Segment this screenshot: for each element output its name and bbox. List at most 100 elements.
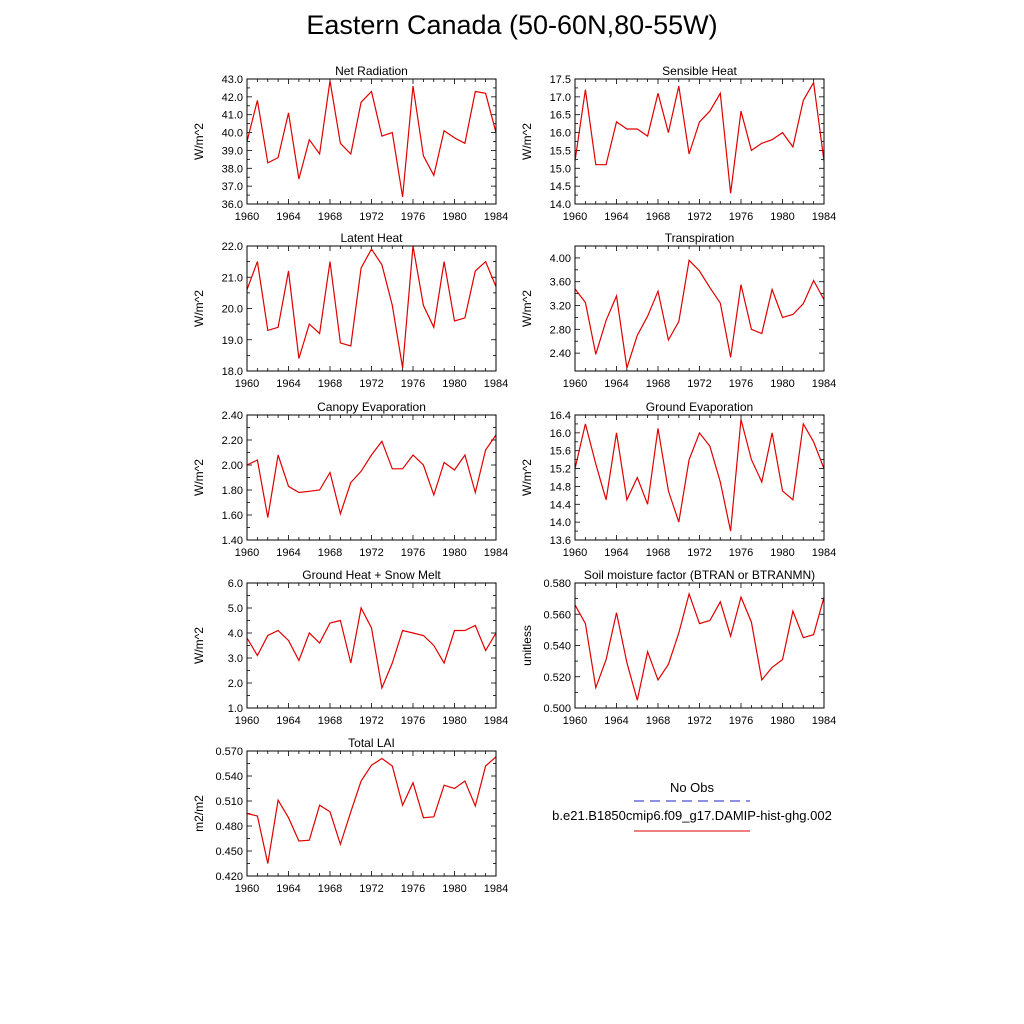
y-tick-label: 43.0 xyxy=(222,74,243,86)
x-tick-label: 1976 xyxy=(729,211,753,223)
y-axis-label: W/m^2 xyxy=(192,459,206,496)
x-tick-label: 1964 xyxy=(604,715,628,727)
y-tick-label: 17.0 xyxy=(550,92,571,104)
y-tick-label: 4.00 xyxy=(550,253,571,265)
legend-obs-label: No Obs xyxy=(670,780,715,795)
panel-net-radiation: 1960 1964 1968 1972 1976 1980 1984 36.0 37.0 38.0… xyxy=(192,64,508,223)
y-tick-label: 1.40 xyxy=(222,535,243,547)
panel-total-lai: 1960 1964 1968 1972 1976 1980 1984 0.420 0.450 0.… xyxy=(192,736,508,895)
y-axis-label: unitless xyxy=(520,625,534,666)
y-tick-label: 42.0 xyxy=(222,92,243,104)
y-tick-label: 41.0 xyxy=(222,110,243,122)
panel-transpiration: 1960 1964 1968 1972 1976 1980 1984 2.40 2.80 3.20… xyxy=(520,231,836,390)
x-tick-label: 1972 xyxy=(687,211,711,223)
y-tick-label: 0.540 xyxy=(543,641,571,653)
y-axis-label: W/m^2 xyxy=(520,123,534,160)
plot-frame xyxy=(574,78,825,205)
x-tick-label: 1964 xyxy=(276,378,300,390)
x-tick-label: 1976 xyxy=(729,547,753,559)
x-tick-label: 1968 xyxy=(318,547,342,559)
x-tick-label: 1972 xyxy=(359,547,383,559)
panel-canopy-evaporation: 1960 1964 1968 1972 1976 1980 1984 1.40 1.60 1.80… xyxy=(192,400,508,559)
y-tick-label: 14.0 xyxy=(550,199,571,211)
y-tick-label: 0.560 xyxy=(543,609,571,621)
x-tick-label: 1960 xyxy=(235,715,259,727)
y-tick-label: 0.480 xyxy=(215,821,243,833)
x-tick-label: 1984 xyxy=(484,715,508,727)
series-line-sensible-heat xyxy=(574,80,825,194)
x-tick-label: 1968 xyxy=(318,211,342,223)
panel-ground-heat-snow-melt: 1960 1964 1968 1972 1976 1980 1984 1.0 2.0 3.0 4.0… xyxy=(192,568,508,727)
x-tick-label: 1980 xyxy=(442,378,466,390)
y-tick-label: 3.60 xyxy=(550,277,571,289)
y-tick-label: 17.5 xyxy=(550,74,571,86)
x-tick-label: 1980 xyxy=(770,547,794,559)
x-tick-label: 1968 xyxy=(646,547,670,559)
panel-title: Latent Heat xyxy=(340,231,403,245)
plot-frame xyxy=(246,245,497,372)
panel-title: Net Radiation xyxy=(335,64,408,78)
x-tick-label: 1984 xyxy=(484,547,508,559)
y-tick-label: 0.450 xyxy=(215,846,243,858)
x-tick-label: 1980 xyxy=(442,883,466,895)
y-tick-label: 16.0 xyxy=(550,428,571,440)
panel-title: Total LAI xyxy=(348,736,395,750)
x-tick-label: 1976 xyxy=(401,883,425,895)
x-tick-label: 1960 xyxy=(563,547,587,559)
y-tick-label: 21.0 xyxy=(222,272,243,284)
x-tick-label: 1984 xyxy=(484,211,508,223)
y-tick-label: 19.0 xyxy=(222,335,243,347)
y-tick-label: 2.40 xyxy=(222,410,243,422)
plot-frame xyxy=(246,582,497,709)
y-axis-label: m2/m2 xyxy=(192,795,206,832)
plot-frame xyxy=(246,750,497,877)
y-tick-label: 0.500 xyxy=(543,703,571,715)
series-line-ground-evaporation xyxy=(574,419,825,532)
x-tick-label: 1984 xyxy=(812,378,836,390)
y-tick-label: 1.60 xyxy=(222,510,243,522)
y-tick-label: 5.0 xyxy=(228,603,243,615)
legend: No Obs b.e21.B1850cmip6.f09_g17.DAMIP-his… xyxy=(552,780,832,832)
y-tick-label: 16.5 xyxy=(550,110,571,122)
series-line-ground-heat-snow-melt xyxy=(246,606,497,691)
y-tick-label: 13.6 xyxy=(550,535,571,547)
y-tick-label: 3.20 xyxy=(550,301,571,313)
x-tick-label: 1980 xyxy=(770,715,794,727)
x-tick-label: 1980 xyxy=(770,211,794,223)
x-tick-label: 1968 xyxy=(318,883,342,895)
x-tick-label: 1964 xyxy=(276,883,300,895)
x-tick-label: 1964 xyxy=(276,211,300,223)
y-tick-label: 0.570 xyxy=(215,746,243,758)
panel-sensible-heat: 1960 1964 1968 1972 1976 1980 1984 14.0 14.5 15.0… xyxy=(520,64,836,223)
y-tick-label: 2.00 xyxy=(222,460,243,472)
series-line-transpiration xyxy=(574,259,825,369)
panel-latent-heat: 1960 1964 1968 1972 1976 1980 1984 18.0 19.0 20.0… xyxy=(192,231,508,390)
y-tick-label: 18.0 xyxy=(222,366,243,378)
y-axis-label: W/m^2 xyxy=(192,123,206,160)
y-tick-label: 2.80 xyxy=(550,324,571,336)
y-tick-label: 1.0 xyxy=(228,703,243,715)
x-tick-label: 1960 xyxy=(235,378,259,390)
y-tick-label: 20.0 xyxy=(222,304,243,316)
x-tick-label: 1984 xyxy=(812,715,836,727)
y-tick-label: 39.0 xyxy=(222,145,243,157)
y-tick-label: 2.20 xyxy=(222,435,243,447)
series-line-latent-heat xyxy=(246,245,497,368)
x-tick-label: 1960 xyxy=(563,211,587,223)
y-tick-label: 16.0 xyxy=(550,128,571,140)
x-tick-label: 1972 xyxy=(359,715,383,727)
x-tick-label: 1964 xyxy=(604,547,628,559)
y-tick-label: 4.0 xyxy=(228,628,243,640)
x-tick-label: 1984 xyxy=(484,883,508,895)
y-tick-label: 40.0 xyxy=(222,128,243,140)
y-axis-label: W/m^2 xyxy=(520,290,534,327)
x-tick-label: 1976 xyxy=(729,715,753,727)
x-tick-label: 1968 xyxy=(318,715,342,727)
y-tick-label: 3.0 xyxy=(228,653,243,665)
x-tick-label: 1976 xyxy=(729,378,753,390)
x-tick-label: 1972 xyxy=(359,883,383,895)
x-tick-label: 1968 xyxy=(646,378,670,390)
x-tick-label: 1964 xyxy=(276,547,300,559)
y-axis-label: W/m^2 xyxy=(192,290,206,327)
